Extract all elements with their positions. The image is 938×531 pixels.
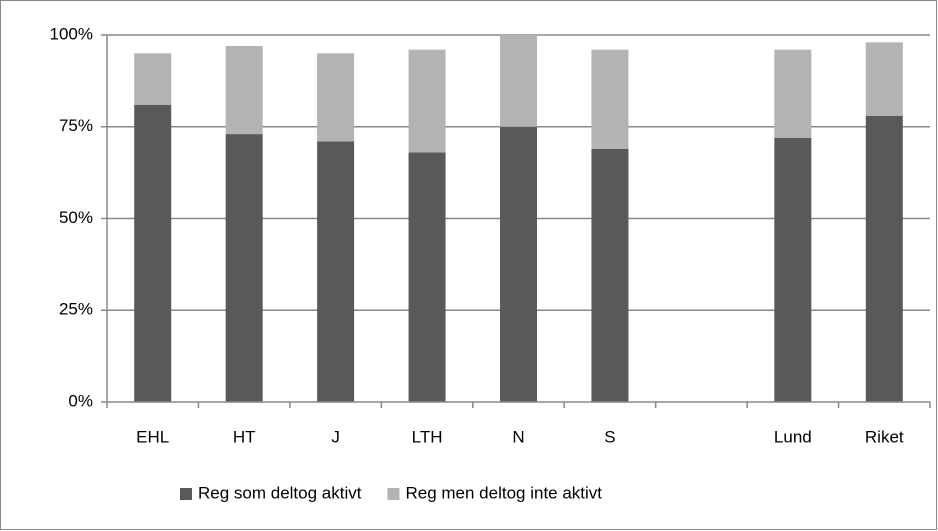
bar-segment	[774, 137, 812, 402]
bar-segment	[134, 104, 172, 402]
x-tick-label: N	[512, 427, 524, 446]
bar-segment	[865, 115, 903, 403]
y-tick-label: 50%	[59, 208, 93, 227]
bar-segment	[774, 49, 812, 138]
y-tick-label: 100%	[50, 24, 93, 43]
x-tick-label: S	[604, 427, 615, 446]
bar-segment	[134, 53, 172, 105]
bar-segment	[408, 152, 446, 402]
legend-swatch	[387, 488, 400, 500]
bar-segment	[408, 49, 446, 153]
bar-segment	[317, 141, 355, 402]
bar-segment	[225, 134, 263, 402]
y-tick-label: 75%	[59, 116, 93, 135]
legend-label: Reg men deltog inte aktivt	[405, 483, 602, 502]
bar-segment	[317, 53, 355, 142]
bar-segment	[225, 46, 263, 135]
legend-label: Reg som deltog aktivt	[198, 483, 362, 502]
x-tick-label: EHL	[136, 427, 169, 446]
legend-swatch	[180, 488, 192, 500]
x-tick-label: Riket	[865, 427, 904, 446]
x-tick-label: HT	[233, 427, 256, 446]
y-tick-label: 25%	[59, 300, 93, 319]
x-tick-label: Lund	[774, 427, 812, 446]
bar-segment	[500, 35, 537, 127]
y-tick-label: 0%	[68, 391, 93, 410]
bar-segment	[865, 42, 903, 116]
x-tick-label: LTH	[412, 427, 443, 446]
bar-segment	[500, 126, 537, 402]
x-tick-label: J	[331, 427, 340, 446]
bar-segment	[591, 49, 629, 149]
bar-segment	[591, 148, 629, 402]
